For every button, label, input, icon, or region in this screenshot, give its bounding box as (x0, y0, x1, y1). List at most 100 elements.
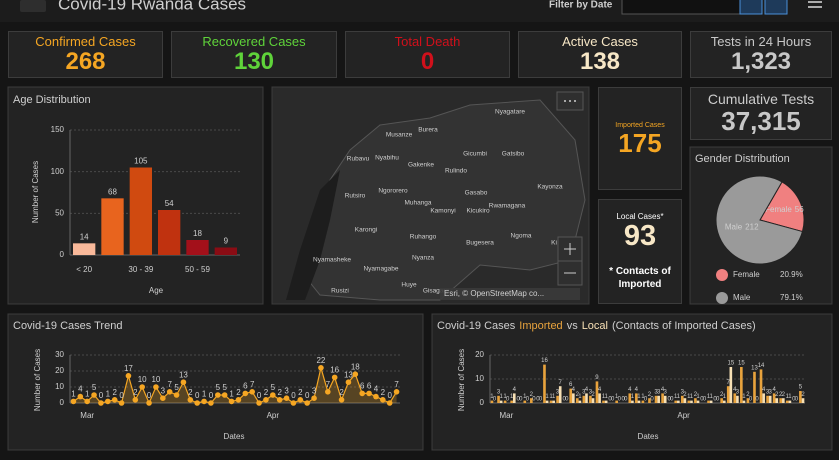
bar-value-label: 0 (532, 397, 536, 403)
bar (578, 400, 582, 403)
bar-value-label: 4 (772, 387, 776, 393)
point-value-label: 17 (124, 364, 133, 373)
trend-point (139, 384, 145, 390)
trend-point (221, 392, 228, 398)
trend-point (160, 395, 166, 402)
trend-point (359, 390, 365, 397)
bar (722, 400, 726, 403)
attribution-box (440, 288, 580, 300)
bar-value-label: 3 (681, 389, 685, 395)
bar (680, 395, 684, 403)
bar (661, 393, 664, 403)
trend-point (173, 392, 180, 398)
bar (158, 210, 181, 255)
map-district-label: Kicukiro (466, 208, 490, 215)
time-button[interactable] (764, 0, 788, 15)
trend-panel (7, 313, 424, 451)
x-axis-label: Dates (224, 432, 245, 441)
bar-value-label: 0 (618, 397, 622, 403)
map-district-label: Kamonyi (430, 208, 455, 215)
kpi-value: 1,323 (730, 48, 792, 75)
bar-value-label: 3 (657, 389, 661, 395)
bar (726, 386, 730, 403)
point-value-label: 10 (138, 375, 147, 384)
calendar-button[interactable] (739, 0, 763, 15)
bar-value-label: 4 (513, 387, 517, 393)
trend-point (331, 374, 338, 381)
bar-value-label: 1 (707, 394, 711, 400)
trend-point (249, 389, 255, 395)
legend-percent: 20.9% (780, 270, 803, 279)
bar (615, 400, 618, 403)
kpi-label: Confirmed Cases (35, 34, 136, 49)
chart-title: Covid-19 Cases Trend (13, 320, 122, 332)
trend-point (118, 400, 125, 406)
kpi-value: 130 (233, 48, 275, 75)
y-axis-label: Number of Cases (457, 349, 466, 411)
map-district-label: Gatsibo (502, 151, 525, 158)
kpi-label: Local Cases* (616, 212, 664, 221)
point-value-label: 2 (298, 388, 303, 397)
legend-percent: 79.1% (780, 293, 803, 302)
date-input[interactable] (621, 0, 741, 15)
point-value-label: 0 (291, 391, 296, 400)
bar-value-label: 4 (572, 387, 576, 393)
bar-value-label: 3 (556, 389, 560, 395)
map-country (299, 99, 586, 301)
bar (503, 400, 507, 403)
chart-title: Age Distribution (13, 94, 91, 106)
point-value-label: 2 (277, 388, 282, 397)
x-tick-label: 50 - 59 (185, 265, 210, 274)
bar-value-label: 3 (736, 389, 740, 395)
bar-value-label: 4 (628, 387, 632, 393)
pie-label: Male 212 (725, 223, 759, 232)
trend-point (338, 397, 345, 403)
bar-value-label: 9 (595, 375, 599, 381)
bar (214, 247, 237, 255)
trend-point (380, 397, 386, 403)
bar-value-label: 1 (602, 394, 606, 400)
chart-title: Covid-19 Cases Imported vs Local (Contacts o… (437, 320, 756, 332)
bar (677, 400, 680, 403)
bar-value-label: 3 (766, 389, 770, 395)
trend-point (325, 389, 331, 395)
pie-label-name: Female (765, 205, 792, 214)
point-value-label: 2 (264, 388, 269, 397)
x-tick-label: 30 - 39 (128, 265, 153, 274)
bar-value-label: 2 (576, 392, 580, 398)
bar-value-label: 1 (615, 394, 619, 400)
x-tick-label: Apr (677, 411, 690, 420)
bar-value-label: 14 (80, 232, 89, 241)
bar-value-label: 4 (585, 387, 589, 393)
point-value-label: 7 (250, 380, 255, 389)
bar (788, 400, 792, 403)
bar-value-label: 3 (769, 389, 773, 395)
map-district-label: Kayonza (537, 184, 563, 191)
bar (585, 393, 588, 403)
bar (696, 400, 700, 403)
point-value-label: 13 (179, 370, 188, 379)
header-title: Covid-19 Rwanda Cases (58, 0, 246, 13)
bar (73, 243, 96, 255)
bar-value-label: 4 (661, 387, 665, 393)
map-district-label: Bugesera (466, 240, 494, 247)
trend-point (393, 389, 400, 395)
bar-value-label: 3 (664, 389, 668, 395)
bar-value-label: 1 (503, 394, 507, 400)
bar (641, 400, 645, 403)
bar-value-label: 1 (631, 394, 635, 400)
bar-value-label: 2 (591, 392, 595, 398)
menu-button[interactable] (808, 1, 822, 8)
trend-point (153, 384, 159, 390)
bar-value-label: 2 (801, 392, 805, 398)
point-value-label: 5 (216, 383, 221, 392)
bar-value-label: 18 (193, 229, 202, 238)
x-axis-label: Dates (638, 432, 659, 441)
legend-swatch (716, 292, 728, 304)
bar (729, 367, 733, 403)
bar (490, 400, 494, 403)
point-value-label: 7 (167, 380, 172, 389)
trend-area (73, 367, 397, 403)
bar-value-label: 0 (792, 397, 796, 403)
point-value-label: 0 (209, 391, 214, 400)
